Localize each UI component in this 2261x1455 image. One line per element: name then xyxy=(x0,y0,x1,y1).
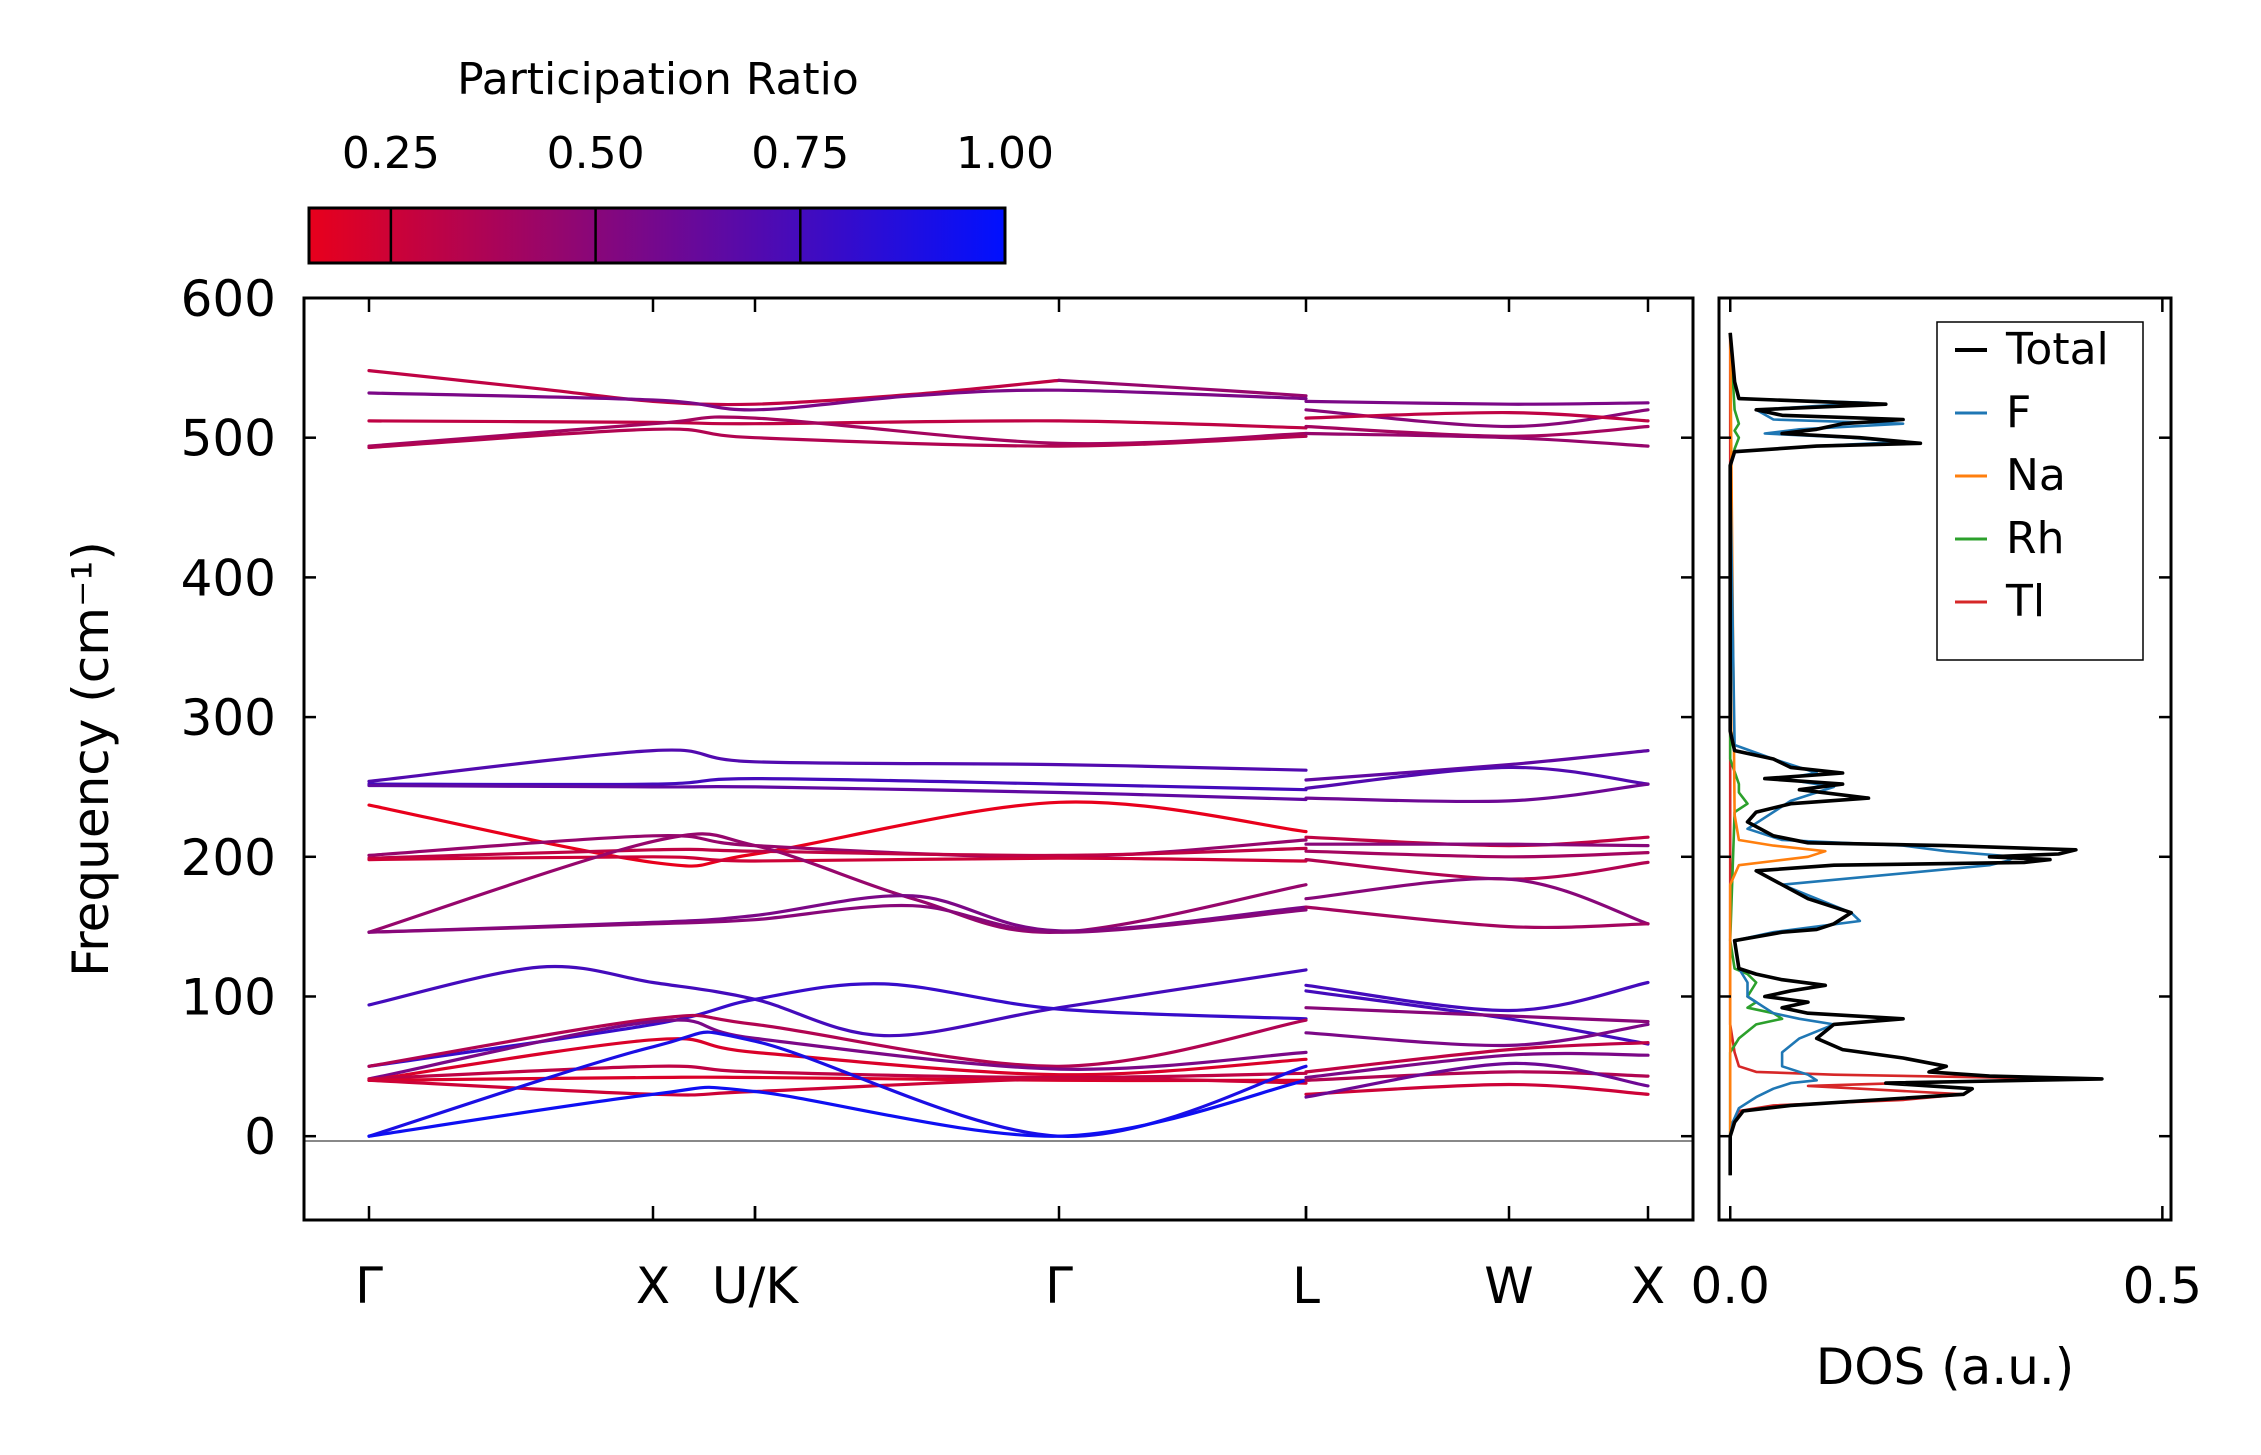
dos-lines xyxy=(1728,332,2104,1176)
band-line-band-40 xyxy=(367,1078,1308,1138)
colorbar-label: Participation Ratio xyxy=(457,54,859,105)
y-tick-label: 200 xyxy=(181,829,276,887)
dos-line-na xyxy=(1728,332,1827,1176)
band-line-band-35 xyxy=(367,1037,1308,1082)
legend-label-rh: Rh xyxy=(2006,513,2064,564)
band-line-band-20 xyxy=(367,846,1308,860)
legend-box xyxy=(1936,321,2144,661)
band-line-band-33 xyxy=(367,1013,1308,1068)
legend-label-tl: Tl xyxy=(2005,576,2045,627)
band-line-band-7 xyxy=(1304,399,1650,406)
band-line-band-24 xyxy=(1304,849,1650,859)
band-line-band-15 xyxy=(1304,749,1650,782)
colorbar-tick-label: 0.25 xyxy=(342,128,440,179)
dos-line-rh xyxy=(1728,332,1784,1176)
band-line-band-4 xyxy=(367,419,1308,430)
band-line-band-2 xyxy=(1057,378,1308,398)
band-line-band-9 xyxy=(1304,410,1650,423)
band-line-band-49 xyxy=(1304,1061,1650,1099)
band-line-band-1 xyxy=(367,369,1061,407)
dos-axes-frame xyxy=(1717,296,2173,1222)
band-line-band-17 xyxy=(1304,782,1650,804)
band-line-band-3 xyxy=(367,388,1308,412)
colorbar-gradient xyxy=(307,206,1007,265)
x-tick-label: L xyxy=(1292,1257,1320,1315)
band-line-band-46 xyxy=(1304,1051,1650,1080)
band-line-band-26 xyxy=(367,832,1308,934)
legend-label-total: Total xyxy=(2005,324,2109,375)
band-line-band-42 xyxy=(1304,989,1650,1046)
band-lines xyxy=(367,369,1650,1138)
band-line-band-34 xyxy=(367,1018,1308,1081)
y-tick-label: 400 xyxy=(181,549,276,607)
band-line-band-11 xyxy=(1304,431,1650,448)
legend-label-na: Na xyxy=(2006,450,2066,501)
legend: Total F Na Rh Tl xyxy=(1936,321,2144,661)
band-line-band-48 xyxy=(1304,1082,1650,1096)
band-line-band-13 xyxy=(367,776,1308,792)
band-line-band-41 xyxy=(1304,980,1650,1013)
y-tick-label: 300 xyxy=(181,689,276,747)
dos-x-tick-label: 0.0 xyxy=(1690,1257,1770,1315)
x-tick-label: Γ xyxy=(355,1257,383,1315)
y-tick-label: 600 xyxy=(181,270,276,328)
y-tick-label: 100 xyxy=(181,968,276,1026)
dos-x-axis: 0.0 0.5 xyxy=(1690,298,2202,1315)
band-line-band-47 xyxy=(1304,1070,1650,1082)
band-y-axis: 0 100 200 300 400 500 600 xyxy=(181,270,1693,1166)
dos-line-total xyxy=(1728,332,2104,1176)
band-line-band-28 xyxy=(367,903,1308,934)
colorbar-tick-label: 0.75 xyxy=(751,128,849,179)
band-line-band-36 xyxy=(367,1064,1308,1081)
legend-label-f: F xyxy=(2006,387,2031,438)
x-tick-label: U/K xyxy=(712,1257,799,1315)
band-line-band-30 xyxy=(1304,905,1650,930)
band-line-band-6 xyxy=(367,427,1308,450)
y-axis-label: Frequency (cm⁻¹) xyxy=(62,541,120,977)
band-line-band-44 xyxy=(1304,1022,1650,1048)
colorbar-tick-label: 0.50 xyxy=(547,128,645,179)
dos-x-axis-label: DOS (a.u.) xyxy=(1816,1338,2075,1396)
band-x-axis: Γ X U/K Γ L W X xyxy=(355,298,1665,1315)
dos-panel: 0.0 0.5 DOS (a.u.) Total F Na Rh Tl xyxy=(1690,296,2202,1396)
colorbar: Participation Ratio 0.25 0.50 0.75 1.00 xyxy=(307,54,1054,265)
band-line-band-8 xyxy=(1304,408,1650,429)
x-tick-label: Γ xyxy=(1045,1257,1073,1315)
dos-x-tick-label: 0.5 xyxy=(2123,1257,2203,1315)
x-tick-label: X xyxy=(636,1257,670,1315)
colorbar-ticks: 0.25 0.50 0.75 1.00 xyxy=(342,128,1054,263)
band-line-band-23 xyxy=(1304,842,1650,848)
colorbar-tick-label: 1.00 xyxy=(956,128,1054,179)
band-line-band-31 xyxy=(367,964,1308,1038)
band-line-band-12 xyxy=(367,748,1308,783)
band-line-band-32 xyxy=(367,982,1308,1068)
band-line-band-45 xyxy=(1304,1041,1650,1074)
band-line-band-38 xyxy=(367,1077,1308,1097)
band-structure-panel: 0 100 200 300 400 500 600 Γ X U/K Γ L W X Frequency … xyxy=(62,270,1695,1315)
y-tick-label: 500 xyxy=(181,410,276,468)
x-tick-label: W xyxy=(1484,1257,1533,1315)
band-line-band-16 xyxy=(1304,765,1650,790)
band-axes-frame xyxy=(302,296,1695,1222)
band-line-band-21 xyxy=(367,855,1308,863)
band-line-band-14 xyxy=(367,783,1308,802)
band-line-band-25 xyxy=(1304,858,1650,881)
y-tick-label: 0 xyxy=(244,1108,276,1166)
x-tick-label: X xyxy=(1631,1257,1665,1315)
band-line-band-43 xyxy=(1304,1006,1650,1024)
band-line-band-29 xyxy=(1304,876,1650,926)
